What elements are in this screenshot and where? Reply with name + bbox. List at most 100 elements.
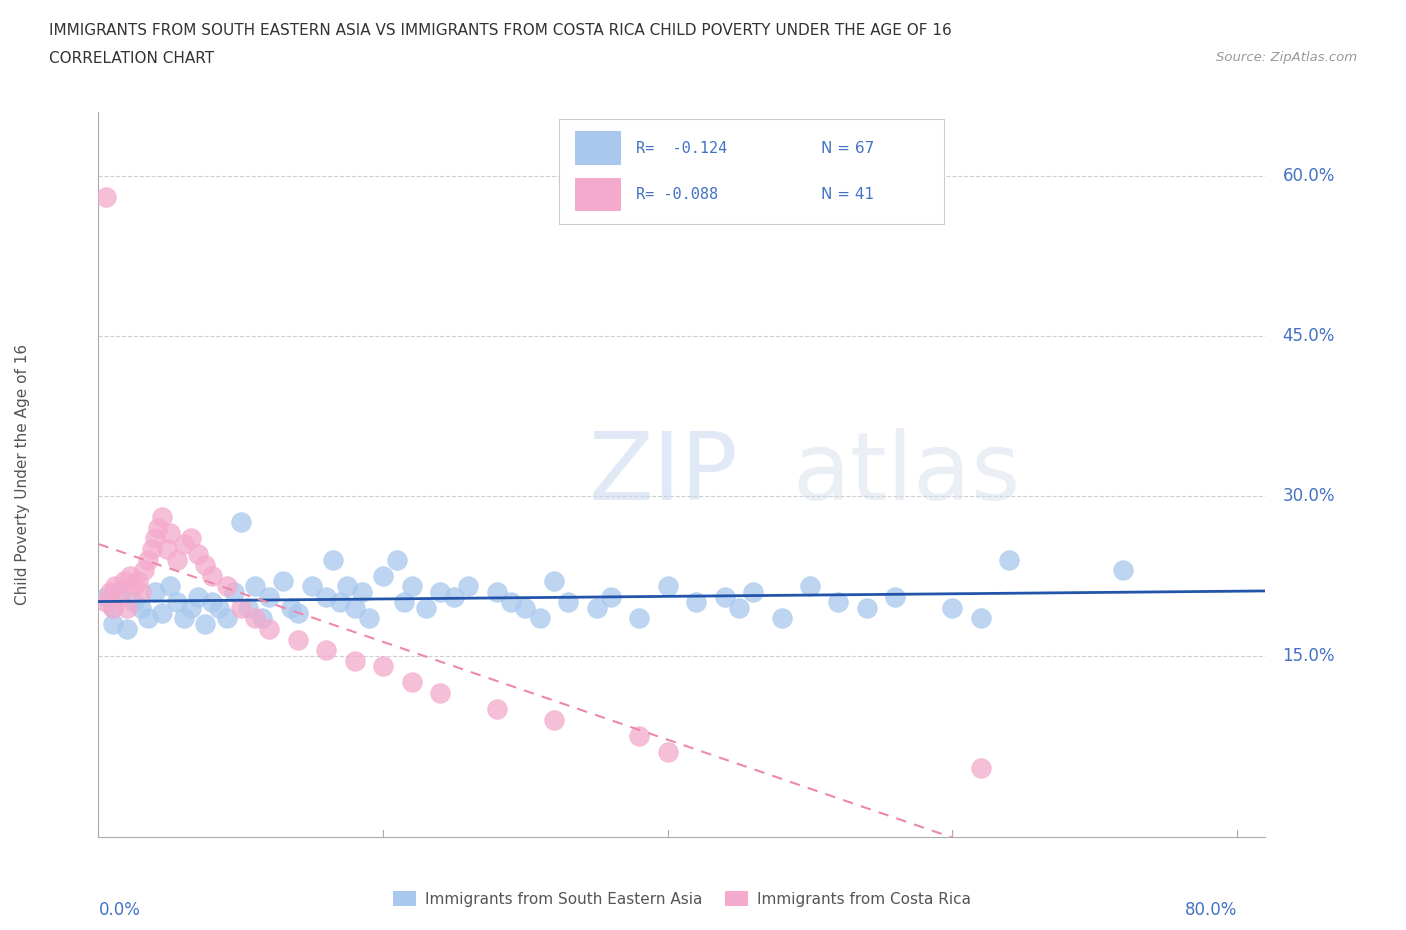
Point [122,578,145,593]
Point [101,600,124,615]
Point [136,552,159,567]
Point [485,701,508,716]
Point [159,525,181,540]
Point [543,574,565,589]
Point [156,541,179,556]
Point [343,654,366,669]
Point [557,595,579,610]
Point [515,600,537,615]
Point [998,552,1021,567]
Point [970,760,993,775]
Point [141,541,163,556]
Point [443,590,465,604]
Point [98,584,121,599]
Point [713,590,735,604]
Point [742,584,765,599]
Point [350,584,373,599]
Point [941,600,963,615]
Point [152,510,174,525]
Point [127,574,149,589]
Point [827,595,849,610]
Point [115,600,138,615]
Point [657,578,679,593]
Point [301,578,323,593]
Point [129,600,152,615]
Point [201,568,224,583]
Point [152,605,174,620]
Point [236,600,259,615]
Point [1112,563,1135,578]
Point [143,531,166,546]
Point [799,578,821,593]
Legend: Immigrants from South Eastern Asia, Immigrants from Costa Rica: Immigrants from South Eastern Asia, Immi… [387,885,977,912]
Point [457,578,479,593]
Point [529,611,551,626]
Point [387,552,409,567]
Point [585,600,607,615]
Point [329,595,352,610]
Point [257,590,280,604]
Point [108,590,131,604]
Point [148,520,170,535]
Point [215,578,238,593]
Point [287,632,309,647]
Point [132,563,155,578]
Point [112,574,135,589]
Point [415,600,437,615]
Point [685,595,707,610]
Text: 0.0%: 0.0% [98,901,141,919]
Text: 30.0%: 30.0% [1282,486,1334,505]
Text: 45.0%: 45.0% [1282,326,1334,345]
Point [394,595,416,610]
Point [215,611,238,626]
Text: atlas: atlas [793,429,1021,520]
Point [187,547,209,562]
Point [143,584,166,599]
Point [194,558,217,573]
Point [94,190,117,205]
Point [770,611,793,626]
Text: 60.0%: 60.0% [1282,166,1334,185]
Point [243,578,266,593]
Text: CORRELATION CHART: CORRELATION CHART [49,51,214,66]
Point [315,643,337,658]
Point [727,600,749,615]
Point [187,590,209,604]
Point [884,590,907,604]
Point [429,685,451,700]
Point [357,611,380,626]
Point [194,617,217,631]
Point [628,611,651,626]
Point [118,568,141,583]
Point [180,531,202,546]
Point [115,621,138,636]
Point [543,712,565,727]
Point [322,552,344,567]
Point [371,568,394,583]
Point [280,600,302,615]
Point [122,595,145,610]
Point [343,600,366,615]
Point [856,600,879,615]
Point [129,584,152,599]
Point [101,600,124,615]
Point [104,578,127,593]
Point [243,611,266,626]
Point [201,595,224,610]
Point [485,584,508,599]
Point [336,578,359,593]
Text: Source: ZipAtlas.com: Source: ZipAtlas.com [1216,51,1357,64]
Point [315,590,337,604]
Point [429,584,451,599]
Point [166,552,188,567]
Point [108,584,131,599]
Point [250,611,273,626]
Text: Child Poverty Under the Age of 16: Child Poverty Under the Age of 16 [15,344,30,604]
Point [159,578,181,593]
Point [401,578,423,593]
Point [599,590,621,604]
Point [173,611,195,626]
Text: ZIP: ZIP [589,429,738,520]
Point [173,537,195,551]
Point [401,675,423,690]
